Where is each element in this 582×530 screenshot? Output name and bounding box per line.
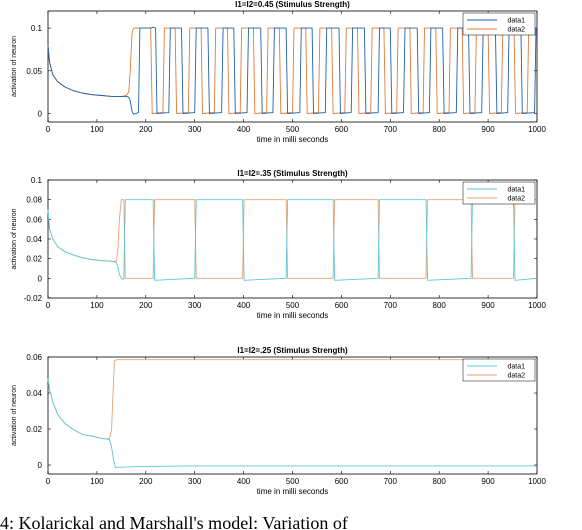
chart-3: I1=I2=.25 (Stimulus Strength) 0 100 200 300 4… <box>11 346 546 496</box>
x-tick-label: 100 <box>90 125 104 134</box>
x-tick-label: 700 <box>384 477 398 486</box>
y-tick-label: 0.04 <box>26 235 42 244</box>
legend: data1 data2 <box>462 181 536 205</box>
x-tick-label: 300 <box>188 301 202 310</box>
x-tick-label: 500 <box>286 301 300 310</box>
x-tick-label: 300 <box>188 477 202 486</box>
y-tick-label: 0.05 <box>26 67 42 76</box>
series-line-data1 <box>47 199 538 281</box>
y-axis-label: activation of neuron <box>11 36 18 97</box>
y-tick-label: 0.1 <box>31 24 43 33</box>
x-tick-label: 800 <box>433 477 447 486</box>
x-tick-label: 1000 <box>528 125 546 134</box>
chart-title: I1=I2=.35 (Stimulus Strength) <box>237 169 348 178</box>
legend: data1 data2 <box>462 358 536 382</box>
x-tick-label: 0 <box>46 301 51 310</box>
x-tick-label: 300 <box>188 125 202 134</box>
figure-caption: 4: Kolarickal and Marshall's model: Vari… <box>0 516 348 530</box>
x-tick-label: 700 <box>384 125 398 134</box>
chart-1: I1=I2=0.45 (Stimulus Strength) 0 100 200 300… <box>11 0 546 144</box>
y-axis-label: activation of neuron <box>11 208 18 269</box>
y-tick-label: 0.1 <box>31 176 43 185</box>
x-tick-label: 600 <box>335 301 349 310</box>
chart-title: I1=I2=0.45 (Stimulus Strength) <box>235 0 350 9</box>
legend-label-data2: data2 <box>507 373 525 380</box>
x-tick-label: 200 <box>139 477 153 486</box>
x-tick-label: 500 <box>286 477 300 486</box>
plot-area <box>47 356 538 475</box>
x-tick-label: 400 <box>237 125 251 134</box>
y-tick-label: -0.02 <box>24 294 43 303</box>
legend-label-data1: data1 <box>507 364 525 371</box>
y-tick-label: 0 <box>38 461 43 470</box>
x-tick-label: 1000 <box>528 301 546 310</box>
series-line-data2 <box>47 27 537 114</box>
y-tick-label: 0 <box>38 109 43 118</box>
legend-label-data1: data1 <box>507 18 525 25</box>
y-tick-label: 0.06 <box>26 215 42 224</box>
x-tick-label: 600 <box>335 477 349 486</box>
x-tick-label: 0 <box>46 477 51 486</box>
legend-label-data1: data1 <box>507 187 525 194</box>
x-axis-label: time in milli seconds <box>257 487 329 496</box>
y-tick-label: 0 <box>38 274 43 283</box>
x-tick-label: 100 <box>90 477 104 486</box>
x-tick-label: 200 <box>139 301 153 310</box>
x-tick-label: 0 <box>46 125 51 134</box>
x-tick-label: 700 <box>384 301 398 310</box>
x-tick-label: 900 <box>481 477 495 486</box>
y-tick-label: 0.08 <box>26 196 42 205</box>
x-tick-label: 800 <box>433 125 447 134</box>
legend-label-data2: data2 <box>507 27 525 34</box>
chart-title: I1=I2=.25 (Stimulus Strength) <box>237 346 348 355</box>
y-tick-label: 0.06 <box>26 353 42 362</box>
x-tick-label: 1000 <box>528 477 546 486</box>
y-tick-label: 0.04 <box>26 389 42 398</box>
x-tick-label: 800 <box>433 301 447 310</box>
chart-2: I1=I2=.35 (Stimulus Strength) 0 100 200 300 4… <box>11 169 546 320</box>
legend-label-data2: data2 <box>507 196 525 203</box>
x-tick-label: 200 <box>139 125 153 134</box>
x-tick-label: 600 <box>335 125 349 134</box>
legend: data1 data2 <box>462 12 536 36</box>
x-tick-label: 900 <box>481 125 495 134</box>
y-tick-label: 0.02 <box>26 255 42 264</box>
x-axis-label: time in milli seconds <box>257 135 329 144</box>
x-tick-label: 400 <box>237 301 251 310</box>
x-tick-label: 500 <box>286 125 300 134</box>
x-tick-label: 400 <box>237 477 251 486</box>
series-line-data1 <box>47 26 537 115</box>
series-line-data1 <box>47 378 537 469</box>
x-axis-label: time in milli seconds <box>257 311 329 320</box>
y-axis-label: activation of neuron <box>11 385 18 446</box>
x-tick-label: 100 <box>90 301 104 310</box>
x-tick-label: 900 <box>481 301 495 310</box>
y-tick-label: 0.02 <box>26 425 42 434</box>
